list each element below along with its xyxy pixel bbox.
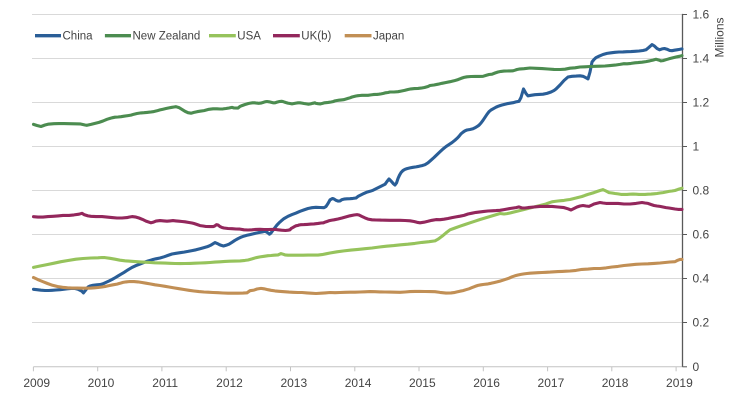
- svg-text:2017: 2017: [538, 376, 565, 390]
- svg-text:0.4: 0.4: [693, 272, 710, 286]
- svg-text:Millions: Millions: [713, 17, 727, 57]
- svg-text:2013: 2013: [280, 376, 307, 390]
- svg-text:2018: 2018: [602, 376, 629, 390]
- svg-text:Japan: Japan: [373, 31, 404, 43]
- svg-text:New Zealand: New Zealand: [133, 31, 201, 43]
- svg-text:0.8: 0.8: [693, 184, 710, 198]
- svg-text:USA: USA: [237, 31, 261, 43]
- svg-text:1: 1: [693, 140, 700, 154]
- svg-text:2019: 2019: [666, 376, 693, 390]
- svg-text:2011: 2011: [152, 376, 178, 390]
- svg-text:2016: 2016: [473, 376, 500, 390]
- svg-text:0: 0: [693, 360, 700, 374]
- svg-text:1.2: 1.2: [693, 96, 710, 110]
- svg-text:UK(b): UK(b): [301, 31, 331, 43]
- svg-text:2010: 2010: [88, 376, 115, 390]
- svg-text:1.4: 1.4: [693, 52, 710, 66]
- svg-text:1.6: 1.6: [693, 8, 710, 22]
- svg-text:2014: 2014: [345, 376, 372, 390]
- svg-text:2012: 2012: [216, 376, 243, 390]
- svg-text:2015: 2015: [409, 376, 436, 390]
- svg-text:0.2: 0.2: [693, 316, 710, 330]
- svg-text:2009: 2009: [23, 376, 50, 390]
- svg-text:0.6: 0.6: [693, 228, 710, 242]
- svg-text:China: China: [63, 31, 94, 43]
